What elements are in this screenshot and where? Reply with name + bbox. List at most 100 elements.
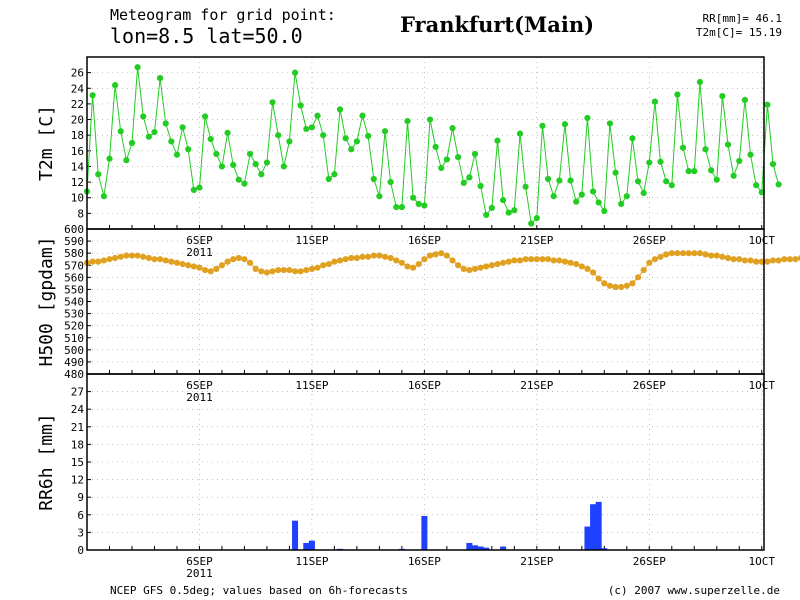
data-point-h500 [325,260,332,268]
data-point-h500 [258,268,265,275]
date-tick-label: 16SEP [408,555,441,568]
data-point-t2m [573,198,580,205]
data-point-h500 [528,256,535,263]
data-point-t2m [196,184,203,191]
data-point-h500 [606,282,614,289]
data-point-t2m [584,114,591,122]
data-point-t2m [275,132,282,139]
data-point-h500 [185,262,192,269]
y-tick-label: 530 [64,308,84,321]
data-point-t2m [269,99,276,106]
data-point-h500 [320,262,327,269]
data-point-h500 [353,254,361,262]
data-point-h500 [561,258,569,265]
data-point-h500 [398,259,405,266]
data-point-h500 [286,266,293,274]
data-point-h500 [95,258,102,265]
data-point-h500 [297,268,304,275]
data-point-t2m [393,204,400,211]
y-tick-label: 18 [71,438,84,451]
data-point-t2m [230,161,237,168]
data-point-h500 [499,259,507,266]
precip-bar [601,548,608,550]
y-tick-label: 8 [77,207,84,220]
data-point-h500 [471,265,479,272]
data-point-h500 [252,265,259,272]
data-point-t2m [544,175,552,183]
data-point-h500 [370,252,377,259]
data-point-t2m [601,207,608,215]
data-point-t2m [623,193,630,200]
data-point-t2m [421,202,428,209]
y-tick-label: 560 [64,271,84,284]
data-point-t2m [606,120,614,127]
date-tick-label: 1OCT [749,555,776,568]
copyright-note: (c) 2007 www.superzelle.de [607,584,780,597]
data-point-t2m [769,161,777,168]
data-point-h500 [168,258,175,265]
data-point-t2m [213,150,220,158]
data-point-t2m [522,183,529,190]
data-point-h500 [618,283,625,291]
data-point-h500 [494,260,501,268]
data-point-t2m [708,167,715,174]
data-point-h500 [741,257,748,264]
data-point-t2m [100,193,107,200]
data-point-t2m [140,113,147,120]
data-point-h500 [432,251,439,258]
data-point-t2m [185,146,192,153]
data-point-t2m [348,146,355,153]
precip-bar [303,542,310,550]
data-point-t2m [89,92,96,99]
data-point-t2m [511,207,518,214]
data-point-h500 [359,253,366,260]
data-point-t2m [320,132,327,139]
data-point-h500 [89,258,96,265]
data-point-h500 [769,257,777,264]
data-point-t2m [702,146,709,153]
date-tick-label: 6SEP [186,555,213,568]
data-point-t2m [505,209,512,216]
data-point-h500 [415,260,422,268]
data-point-t2m [528,220,535,227]
data-point-t2m [410,194,417,201]
y-tick-label: 540 [64,296,84,309]
data-point-t2m [128,139,136,147]
data-point-t2m [246,150,254,158]
data-point-h500 [230,256,237,263]
data-point-h500 [218,262,226,269]
precip-bar [292,520,299,550]
data-point-h500 [612,283,619,291]
precip-bar [595,501,602,550]
data-point-h500 [578,263,585,270]
data-point-t2m [365,132,372,140]
year-tick-label: 2011 [186,246,213,259]
data-point-t2m [567,177,574,184]
data-point-h500 [640,266,647,274]
data-point-t2m [353,138,361,145]
data-point-t2m [297,102,304,109]
data-point-h500 [522,256,529,263]
data-point-h500 [134,252,141,259]
y-tick-label: 490 [64,356,84,369]
data-point-t2m [387,178,394,186]
data-point-t2m [494,137,501,144]
data-point-t2m [134,64,141,71]
data-point-h500 [314,264,321,271]
data-point-h500 [112,254,119,262]
data-point-t2m [668,182,675,189]
date-tick-label: 26SEP [633,234,666,247]
data-point-h500 [213,265,220,272]
data-point-h500 [207,268,214,275]
data-point-h500 [303,266,310,274]
data-point-t2m [618,200,625,208]
data-point-t2m [286,138,293,145]
date-tick-label: 1OCT [749,379,776,392]
y-tick-label: 27 [71,386,84,399]
precip-bar [308,540,315,550]
data-point-h500 [634,274,642,281]
date-tick-label: 16SEP [408,234,441,247]
y-tick-label: 22 [71,98,84,111]
precip-bar [584,526,591,550]
